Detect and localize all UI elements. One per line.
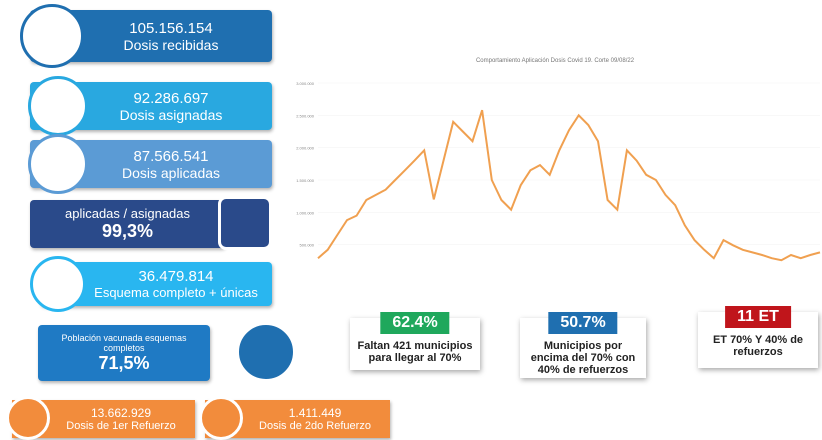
- line-chart: Comportamiento Aplicación Dosis Covid 19…: [296, 58, 821, 262]
- callout: 50.7% Municipios por encima del 70% con 4…: [520, 312, 646, 378]
- syringe-icon: [30, 256, 86, 312]
- y-tick-label: 3.000.000: [296, 81, 315, 86]
- card-value: 105.156.154: [129, 19, 213, 37]
- chart-icon: [218, 196, 272, 250]
- y-tick-label: 2.000.000: [296, 146, 315, 151]
- y-tick-label: 500.000: [300, 243, 315, 248]
- card: aplicadas / asignadas 99,3%: [30, 200, 225, 248]
- y-tick-label: 2.500.000: [296, 113, 315, 118]
- card-value: 92.286.697: [133, 89, 209, 107]
- card-label: aplicadas / asignadas: [64, 206, 191, 221]
- callout: 11 ET ET 70% Y 40% de refuerzos: [698, 306, 818, 368]
- card-label: Dosis aplicadas: [121, 164, 221, 181]
- card-label: Dosis de 1er Refuerzo: [66, 420, 176, 432]
- chart-title: Comportamiento Aplicación Dosis Covid 19…: [476, 58, 635, 64]
- callout-value: 11 ET: [725, 306, 791, 328]
- y-tick-label: 1.000.000: [296, 210, 315, 215]
- card-value: 71,5%: [98, 352, 150, 373]
- map-icon: [20, 4, 84, 68]
- card: Población vacunada esquemas completos 71,…: [38, 325, 210, 381]
- card-label: Dosis recibidas: [123, 36, 219, 53]
- card-label: Población vacunada esquemas completos: [61, 332, 187, 353]
- y-tick-label: 1.500.000: [296, 178, 315, 183]
- card-value: 1.411.449: [288, 406, 342, 420]
- callout-value: 50.7%: [548, 312, 618, 334]
- card-label: Dosis de 2do Refuerzo: [259, 420, 371, 432]
- card-value: 87.566.541: [133, 147, 209, 165]
- syringe-icon: [6, 396, 50, 440]
- map-icon: [28, 76, 88, 136]
- callout-value: 62.4%: [380, 312, 450, 334]
- callout: 62.4% Faltan 421 municipios para llegar a…: [350, 312, 480, 370]
- callout-label: Municipios por encima del 70% con 40% de…: [530, 340, 636, 376]
- callout-label: Faltan 421 municipios para llegar al 70%: [357, 340, 473, 364]
- card-value: 99,3%: [101, 221, 154, 241]
- data-line: [317, 109, 821, 262]
- vaccine-icon: [28, 134, 88, 194]
- callout-label: ET 70% Y 40% de refuerzos: [712, 334, 804, 358]
- card-value: 36.479.814: [138, 268, 214, 285]
- syringe-icon: [199, 396, 243, 440]
- card-label: Dosis asignadas: [119, 106, 223, 123]
- people-icon: [236, 322, 296, 382]
- card-value: 13.662.929: [90, 406, 152, 420]
- card-label: Esquema completo + únicas: [94, 285, 258, 300]
